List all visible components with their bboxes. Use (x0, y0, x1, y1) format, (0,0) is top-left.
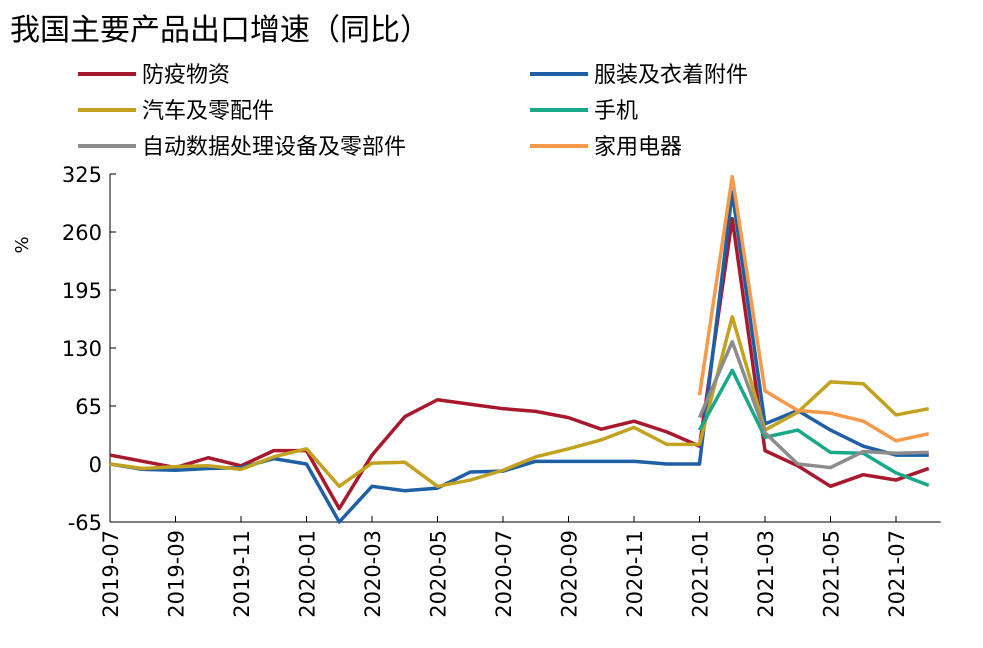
x-tick-label: 2020-09 (558, 530, 582, 618)
y-tick-label: -65 (68, 511, 102, 535)
legend-label: 汽车及零配件 (142, 99, 274, 124)
y-tick-label: 195 (62, 279, 102, 303)
x-tick-label: 2020-05 (427, 530, 451, 618)
legend-label: 防疫物资 (142, 63, 230, 88)
y-tick-label: 260 (62, 221, 102, 245)
legend-label: 服装及衣着附件 (594, 63, 748, 88)
legend-label: 自动数据处理设备及零部件 (142, 135, 406, 160)
x-tick-label: 2021-05 (820, 530, 844, 618)
x-tick-label: 2021-01 (689, 530, 713, 618)
y-tick-label: 0 (89, 453, 102, 477)
series-line (109, 216, 930, 511)
y-axis-label: % (12, 236, 33, 253)
x-tick-label: 2020-01 (296, 530, 320, 618)
x-tick-label: 2020-07 (492, 530, 516, 618)
x-tick-label: 2020-11 (623, 530, 647, 618)
legend-label: 手机 (594, 99, 638, 124)
series-line (697, 368, 930, 488)
series-line (109, 315, 930, 489)
y-tick-label: 65 (75, 395, 102, 419)
x-tick-label: 2020-03 (361, 530, 385, 618)
series-line (697, 174, 930, 443)
legend-label: 家用电器 (594, 135, 682, 160)
x-tick-label: 2019-07 (99, 530, 123, 618)
x-tick-label: 2021-07 (885, 530, 909, 618)
y-tick-label: 130 (62, 337, 102, 361)
series-line (697, 340, 929, 470)
x-tick-label: 2019-09 (165, 530, 189, 618)
x-tick-label: 2021-03 (754, 530, 778, 618)
chart-title: 我国主要产品出口增速（同比） (10, 13, 430, 48)
y-tick-label: 325 (62, 163, 102, 187)
x-tick-label: 2019-11 (230, 530, 254, 618)
